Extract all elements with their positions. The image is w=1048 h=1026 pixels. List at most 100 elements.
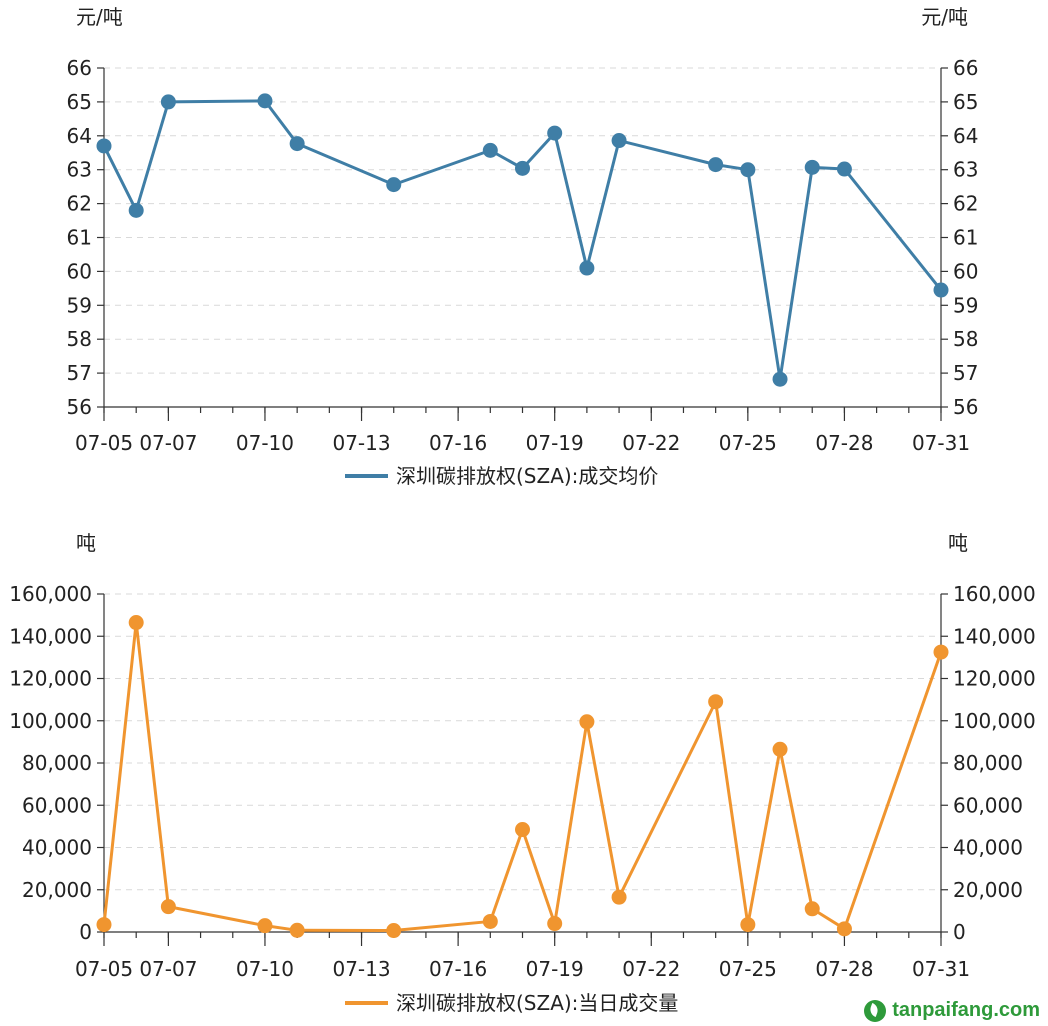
- x-tick-label: 07-22: [622, 957, 680, 981]
- x-tick-label: 07-13: [332, 957, 390, 981]
- data-point: [772, 371, 788, 387]
- y-tick-label-right: 65: [953, 90, 978, 114]
- legend-label: 深圳碳排放权(SZA):成交均价: [396, 464, 658, 488]
- x-tick-label: 07-19: [526, 957, 584, 981]
- volume-chart: 吨 吨 0 0 20,000 20,000 40,000 40,000 60,000 60,000…: [9, 531, 1035, 1015]
- data-point: [836, 161, 852, 177]
- data-point: [579, 260, 595, 276]
- y-tick-label-left: 65: [67, 90, 92, 114]
- y-tick-label-right: 60: [953, 259, 978, 283]
- data-point: [128, 615, 144, 631]
- x-tick-label: 07-16: [429, 957, 487, 981]
- data-point: [482, 142, 498, 158]
- x-tick-label: 07-25: [719, 957, 777, 981]
- y-tick-label-right: 58: [953, 327, 978, 351]
- y-tick-label-right: 20,000: [953, 878, 1023, 902]
- y-tick-label-left: 57: [67, 361, 92, 385]
- y-tick-label-right: 66: [953, 56, 978, 80]
- y-tick-label-left: 40,000: [22, 836, 92, 860]
- y-tick-label-left: 61: [67, 226, 92, 250]
- y-tick-label-right: 64: [953, 124, 978, 148]
- y-tick-label-right: 160,000: [953, 582, 1036, 606]
- y-tick-label-left: 62: [67, 192, 92, 216]
- y-tick-label-left: 0: [79, 920, 92, 944]
- data-point: [933, 644, 949, 660]
- data-point: [611, 889, 627, 905]
- data-point: [708, 157, 724, 173]
- data-point: [257, 93, 273, 109]
- y-tick-label-left: 56: [67, 395, 92, 419]
- x-tick-label: 07-31: [912, 431, 970, 455]
- y-tick-label-right: 0: [953, 920, 966, 944]
- y-tick-label-right: 40,000: [953, 836, 1023, 860]
- x-tick-label: 07-05: [75, 431, 133, 455]
- data-point: [160, 94, 176, 110]
- leaf-icon: [864, 999, 887, 1022]
- data-point: [289, 136, 305, 152]
- y-tick-label-right: 57: [953, 361, 978, 385]
- data-point: [128, 202, 144, 218]
- x-tick-label: 07-07: [139, 957, 197, 981]
- y-tick-label-left: 100,000: [9, 709, 92, 733]
- x-tick-label: 07-16: [429, 431, 487, 455]
- x-tick-label: 07-10: [236, 957, 294, 981]
- data-point: [740, 917, 756, 933]
- y-unit-right: 元/吨: [921, 5, 968, 29]
- y-tick-label-right: 59: [953, 293, 978, 317]
- data-point: [96, 917, 112, 933]
- data-point: [611, 133, 627, 149]
- x-tick-label: 07-19: [526, 431, 584, 455]
- y-tick-label-right: 61: [953, 226, 978, 250]
- data-point: [289, 922, 305, 938]
- y-tick-label-right: 120,000: [953, 667, 1036, 691]
- data-point: [804, 901, 820, 917]
- y-tick-label-left: 20,000: [22, 878, 92, 902]
- y-tick-label-left: 60: [67, 259, 92, 283]
- data-point: [482, 913, 498, 929]
- x-tick-label: 07-28: [815, 957, 873, 981]
- data-point: [257, 918, 273, 934]
- y-tick-label-left: 80,000: [22, 751, 92, 775]
- data-point: [515, 160, 530, 176]
- price-chart: 元/吨 元/吨 56 56 57 57 58 58 59 59 60 60 61 61 62 62 63 63 64…: [67, 5, 979, 488]
- y-tick-label-right: 80,000: [953, 751, 1023, 775]
- data-point: [515, 822, 530, 838]
- y-tick-label-left: 64: [67, 124, 92, 148]
- data-point: [836, 921, 852, 937]
- y-tick-label-left: 140,000: [9, 624, 92, 648]
- series-line: [102, 621, 943, 933]
- y-tick-label-left: 63: [67, 158, 92, 182]
- data-point: [579, 714, 595, 730]
- watermark-text: tanpaifang.com: [892, 999, 1040, 1021]
- y-unit-right: 吨: [948, 531, 968, 555]
- x-tick-label: 07-28: [815, 431, 873, 455]
- data-point: [804, 159, 820, 175]
- y-unit-left: 元/吨: [76, 5, 123, 29]
- x-tick-label: 07-13: [332, 431, 390, 455]
- x-tick-label: 07-31: [912, 957, 970, 981]
- y-tick-label-left: 60,000: [22, 793, 92, 817]
- y-tick-label-right: 62: [953, 192, 978, 216]
- data-point: [933, 282, 949, 298]
- data-point: [547, 916, 563, 932]
- x-tick-label: 07-25: [719, 431, 777, 455]
- data-point: [772, 741, 788, 757]
- y-tick-label-right: 60,000: [953, 793, 1023, 817]
- y-unit-left: 吨: [76, 531, 96, 555]
- y-tick-label-left: 59: [67, 293, 92, 317]
- data-point: [96, 138, 112, 154]
- x-tick-label: 07-10: [236, 431, 294, 455]
- x-tick-label: 07-05: [75, 957, 133, 981]
- data-point: [547, 125, 563, 141]
- data-point: [160, 899, 176, 915]
- series-line: [102, 99, 943, 381]
- data-point: [740, 162, 756, 178]
- x-tick-label: 07-22: [622, 431, 680, 455]
- data-point: [708, 694, 724, 710]
- data-point: [386, 923, 402, 939]
- y-tick-label-left: 58: [67, 327, 92, 351]
- y-tick-label-left: 66: [67, 56, 92, 80]
- x-tick-label: 07-07: [139, 431, 197, 455]
- y-tick-label-left: 160,000: [9, 582, 92, 606]
